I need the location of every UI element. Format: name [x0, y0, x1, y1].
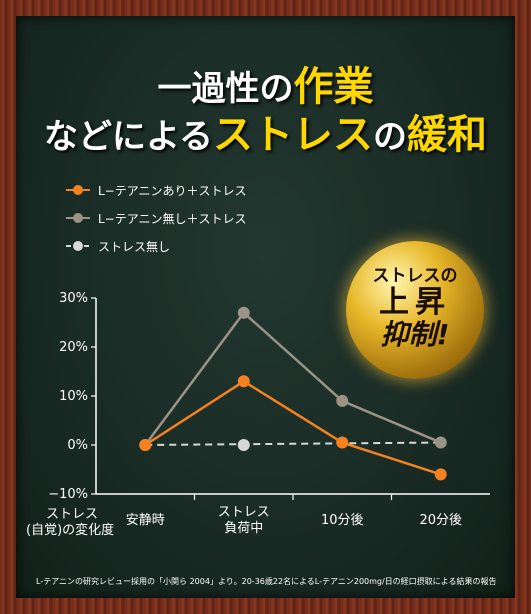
title-1-highlight: 作業: [293, 64, 374, 110]
data-point-without-theanine: [434, 436, 447, 449]
legend-item-no-stress: ストレス無し: [66, 232, 247, 260]
legend-item-with-theanine: L−テアニンあり＋ストレス: [66, 176, 247, 204]
title-2-text: などによる: [44, 117, 213, 157]
series-line-without-theanine: [144, 310, 442, 446]
legend-item-without-theanine: L−テアニン無し＋ストレス: [66, 204, 247, 232]
gold-medal-badge: ストレスの 上昇 抑制!: [346, 241, 484, 379]
data-point-without-theanine: [237, 306, 250, 319]
badge-line-2: 上昇: [379, 285, 451, 320]
series-line-no-stress: [145, 441, 441, 446]
data-point-with-theanine: [336, 436, 349, 449]
legend-label: L−テアニンあり＋ストレス: [98, 183, 247, 198]
data-point-without-theanine: [336, 394, 349, 407]
title-line-2: などによるストレスの緩和: [16, 102, 515, 160]
badge-line-1: ストレスの: [372, 266, 458, 286]
title-2-highlight-2: 緩和: [406, 112, 487, 158]
y-tick-label: 0%: [67, 438, 88, 453]
legend-marker-gray: [66, 212, 90, 224]
x-category-label: ストレス負荷中: [218, 505, 270, 536]
y-tick-label: −10%: [48, 487, 88, 502]
x-category-label: 安静時: [126, 513, 165, 528]
title-2-mid: の: [372, 117, 407, 157]
x-category-label: 20分後: [419, 513, 462, 528]
title-line-1: 一過性の作業: [16, 54, 515, 112]
footnote: L-テアニンの研究レビュー採用の「小関ら 2004」より。20-36歳22名によ…: [36, 577, 497, 586]
chart-legend: L−テアニンあり＋ストレス L−テアニン無し＋ストレス ストレス無し: [66, 176, 247, 260]
y-axis-label: ストレス(自覚)の変化度: [26, 507, 114, 538]
y-tick-label: 20%: [59, 340, 88, 355]
title-1-text: 一過性の: [157, 69, 294, 109]
chalkboard: 一過性の作業 などによるストレスの緩和 L−テアニンあり＋ストレス L−テアニン…: [16, 16, 515, 598]
line-chart: 30% 20% 10% 0% −10% 安静時 ストレス負荷中 10分後 20分後 ストレス(自覚…: [26, 291, 490, 538]
data-point-with-theanine: [139, 439, 152, 451]
title-2-highlight: ストレス: [212, 112, 373, 158]
legend-marker-orange: [66, 184, 90, 196]
series-line-with-theanine: [144, 379, 442, 476]
legend-marker-dashed: [66, 240, 90, 252]
legend-label: L−テアニン無し＋ストレス: [98, 211, 247, 226]
y-tick-label: 30%: [59, 291, 88, 306]
data-point-with-theanine: [434, 468, 447, 481]
x-category-label: 10分後: [321, 513, 364, 528]
data-point-no-stress: [237, 439, 250, 451]
data-point-with-theanine: [237, 375, 250, 388]
y-tick-label: 10%: [59, 389, 88, 404]
legend-label: ストレス無し: [98, 239, 171, 254]
badge-line-3: 抑制!: [380, 318, 450, 351]
